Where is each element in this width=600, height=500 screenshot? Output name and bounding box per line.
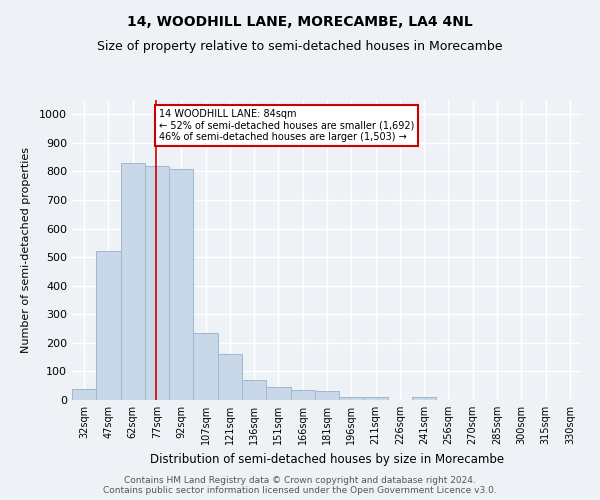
Text: Size of property relative to semi-detached houses in Morecambe: Size of property relative to semi-detach… <box>97 40 503 53</box>
Bar <box>315 392 339 400</box>
Bar <box>364 397 388 400</box>
Bar <box>290 390 315 400</box>
Text: 14 WOODHILL LANE: 84sqm
← 52% of semi-detached houses are smaller (1,692)
46% of: 14 WOODHILL LANE: 84sqm ← 52% of semi-de… <box>158 108 414 142</box>
Bar <box>412 397 436 400</box>
Text: Contains HM Land Registry data © Crown copyright and database right 2024.
Contai: Contains HM Land Registry data © Crown c… <box>103 476 497 495</box>
Bar <box>218 354 242 400</box>
Y-axis label: Number of semi-detached properties: Number of semi-detached properties <box>21 147 31 353</box>
Bar <box>169 168 193 400</box>
Bar <box>266 387 290 400</box>
Bar <box>193 333 218 400</box>
Bar <box>96 252 121 400</box>
Bar <box>339 396 364 400</box>
Bar <box>145 166 169 400</box>
X-axis label: Distribution of semi-detached houses by size in Morecambe: Distribution of semi-detached houses by … <box>150 452 504 466</box>
Bar <box>72 388 96 400</box>
Bar <box>121 163 145 400</box>
Text: 14, WOODHILL LANE, MORECAMBE, LA4 4NL: 14, WOODHILL LANE, MORECAMBE, LA4 4NL <box>127 15 473 29</box>
Bar <box>242 380 266 400</box>
